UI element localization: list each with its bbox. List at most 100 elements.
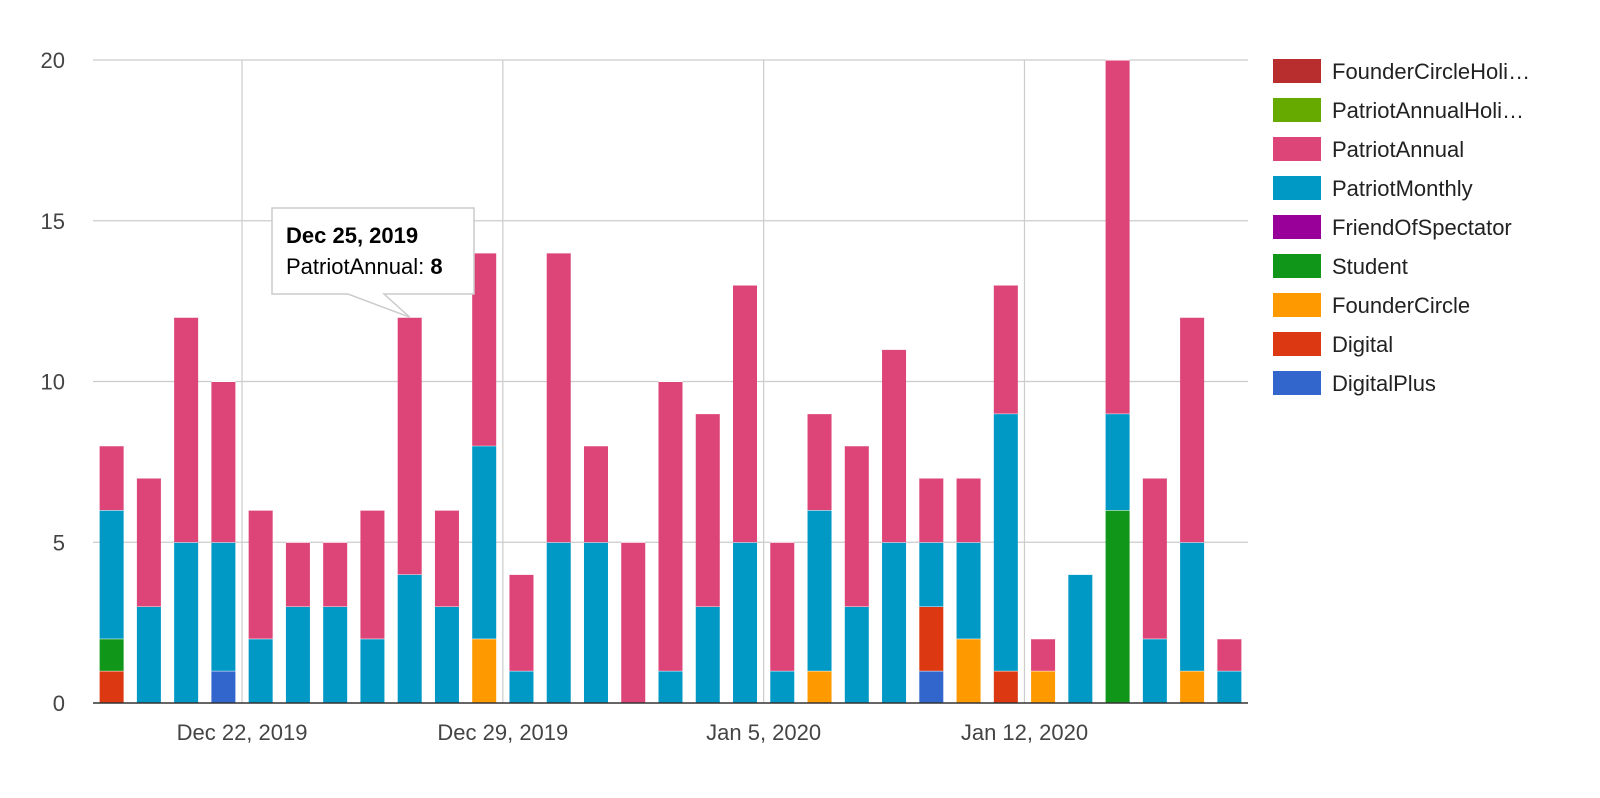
bar-segment[interactable]: Dec 23, 2019 PatriotAnnual: 2 [285,542,310,607]
bar-segment[interactable]: Dec 30, 2019 PatriotAnnual: 9 [546,252,571,543]
bar-segment[interactable]: Dec 21, 2019 PatriotMonthly: 4 [211,542,236,671]
bar-segment[interactable]: Jan 6, 2020 PatriotAnnual: 3 [807,413,832,511]
bar-segment[interactable]: Dec 21, 2019 DigitalPlus: 1 [211,670,236,703]
bar-segment[interactable]: Dec 27, 2019 PatriotMonthly: 3 [434,606,459,703]
legend-label[interactable]: FriendOfSpectator [1332,215,1512,240]
bar-segment[interactable]: Dec 23, 2019 PatriotMonthly: 3 [285,606,310,703]
legend-swatch [1273,98,1321,122]
bar-segment[interactable]: Jan 8, 2020 PatriotMonthly: 5 [882,542,907,703]
bar-segment[interactable]: Dec 19, 2019 PatriotAnnual: 4 [136,477,161,607]
bar-segment[interactable]: Dec 25, 2019 PatriotMonthly: 2 [360,638,385,703]
legend-label[interactable]: PatriotMonthly [1332,176,1473,201]
bar-segment[interactable]: Jan 16, 2020 FounderCircle: 1 [1180,670,1205,703]
bar-segment[interactable]: Dec 31, 2019 PatriotAnnual: 3 [583,445,608,543]
bar-segment[interactable]: Jan 9, 2020 PatriotMonthly: 2 [919,542,944,607]
bar-segment[interactable]: Jan 9, 2020 DigitalPlus: 1 [919,670,944,703]
bar-segment[interactable]: Jan 17, 2020 PatriotMonthly: 1 [1217,670,1242,703]
y-tick-label: 15 [41,209,65,234]
bar-segment[interactable]: Jan 10, 2020 FounderCircle: 2 [956,638,981,703]
bar-segment[interactable]: Dec 22, 2019 PatriotMonthly: 2 [248,638,273,703]
y-tick-label: 0 [53,691,65,716]
bar-segment[interactable]: Jan 5, 2020 PatriotMonthly: 1 [770,670,795,703]
bar-segment[interactable]: Jan 12, 2020 PatriotAnnual: 1 [1031,638,1056,671]
bar-segment[interactable]: Jan 9, 2020 Digital: 2 [919,606,944,671]
bar-segment[interactable]: Dec 31, 2019 PatriotMonthly: 5 [583,542,608,703]
tooltip: Dec 25, 2019 PatriotAnnual: 8 [271,207,475,318]
bar-segment[interactable]: Dec 20, 2019 PatriotMonthly: 5 [174,542,199,703]
bar-segment[interactable]: Dec 29, 2019 PatriotAnnual: 3 [509,574,534,671]
bar-segment[interactable]: Jan 6, 2020 PatriotMonthly: 5 [807,510,832,671]
legend-swatch [1273,293,1321,317]
bar-segment[interactable]: Dec 22, 2019 PatriotAnnual: 4 [248,510,273,639]
x-tick-label: Jan 12, 2020 [961,720,1088,745]
bar-segment[interactable]: Dec 29, 2019 PatriotMonthly: 1 [509,670,534,703]
bar-segment[interactable]: Dec 28, 2019 PatriotAnnual: 6 [472,252,497,446]
bar-segment[interactable]: Dec 18, 2019 Student: 1 [99,638,124,671]
legend-swatch [1273,215,1321,239]
bar-segment[interactable]: Jan 14, 2020 PatriotMonthly: 3 [1105,413,1130,511]
bar-segment[interactable]: Jan 3, 2020 PatriotAnnual: 6 [695,413,720,607]
bar-segment[interactable]: Dec 24, 2019 PatriotMonthly: 3 [323,606,348,703]
tooltip-box [271,207,475,318]
legend-label[interactable]: Student [1332,254,1408,279]
bar-segment[interactable]: Jan 8, 2020 PatriotAnnual: 6 [882,349,907,543]
bar-segment[interactable]: Dec 27, 2019 PatriotAnnual: 3 [434,510,459,607]
bar-segment[interactable]: Jan 4, 2020 PatriotAnnual: 8 [733,285,758,543]
legend-swatch [1273,254,1321,278]
bar-segment[interactable]: Jan 11, 2020 PatriotMonthly: 8 [993,413,1018,671]
bar-segment[interactable]: Dec 19, 2019 PatriotMonthly: 3 [136,606,161,703]
bar-segment[interactable]: Jan 16, 2020 PatriotAnnual: 7 [1180,317,1205,543]
bar-segment[interactable]: Dec 18, 2019 Digital: 1 [99,670,124,703]
bar-segment[interactable]: Jan 17, 2020 PatriotAnnual: 1 [1217,638,1242,671]
bar-segment[interactable]: Jan 14, 2020 PatriotAnnual: 11 [1105,60,1130,414]
bar-segment[interactable]: Jan 9, 2020 PatriotAnnual: 2 [919,477,944,543]
legend-label[interactable]: FounderCircleHoli… [1332,59,1530,84]
legend-swatch [1273,371,1321,395]
bar-segment[interactable]: Jan 14, 2020 Student: 6 [1105,510,1130,703]
bar-segment[interactable]: Jan 7, 2020 PatriotMonthly: 3 [844,606,869,703]
bar-segment[interactable]: Dec 24, 2019 PatriotAnnual: 2 [323,542,348,607]
legend-label[interactable]: DigitalPlus [1332,371,1436,396]
bar-segment[interactable]: Jan 5, 2020 PatriotAnnual: 4 [770,542,795,671]
bar-segment[interactable]: Jan 3, 2020 PatriotMonthly: 3 [695,606,720,703]
legend-label[interactable]: Digital [1332,332,1393,357]
bar-segment[interactable]: Jan 16, 2020 PatriotMonthly: 4 [1180,542,1205,671]
bar-segment[interactable]: Dec 28, 2019 PatriotMonthly: 6 [472,445,497,639]
legend-label[interactable]: FounderCircle [1332,293,1470,318]
y-tick-label: 10 [41,370,65,395]
bar-segment[interactable]: Jan 6, 2020 FounderCircle: 1 [807,670,832,703]
bar-segment[interactable]: Jan 13, 2020 PatriotMonthly: 4 [1068,574,1093,703]
y-tick-label: 5 [53,530,65,555]
legend-label[interactable]: PatriotAnnualHoli… [1332,98,1524,123]
bar-segment[interactable]: Jan 7, 2020 PatriotAnnual: 5 [844,445,869,607]
axes: 0 5 10 15 20 Dec 22, 2019 Dec 29, 2019 Jan 5, 2… [41,48,1248,745]
bar-segment[interactable]: Jan 11, 2020 PatriotAnnual: 4 [993,285,1018,414]
bar-segment[interactable]: Dec 18, 2019 PatriotMonthly: 4 [99,510,124,639]
bar-segment[interactable]: Dec 21, 2019 PatriotAnnual: 5 [211,381,236,543]
legend-label[interactable]: PatriotAnnual [1332,137,1464,162]
bar-segment[interactable]: Jan 4, 2020 PatriotMonthly: 5 [733,542,758,703]
x-tick-label: Dec 22, 2019 [177,720,308,745]
bar-segment[interactable]: Jan 2, 2020 PatriotMonthly: 1 [658,670,683,703]
bar-segment[interactable]: Dec 18, 2019 PatriotAnnual: 2 [99,445,124,511]
bar-segment[interactable]: Dec 28, 2019 FounderCircle: 2 [472,638,497,703]
bar-segment[interactable]: Jan 10, 2020 PatriotAnnual: 2 [956,477,981,543]
bar-segment[interactable]: Jan 1, 2020 PatriotAnnual: 5 [621,542,646,703]
tooltip-title: Dec 25, 2019 [286,223,418,248]
bar-segment[interactable]: Jan 10, 2020 PatriotMonthly: 3 [956,542,981,639]
bar-segment[interactable]: Jan 2, 2020 PatriotAnnual: 9 [658,381,683,671]
bar-segment[interactable]: Jan 15, 2020 PatriotMonthly: 2 [1142,638,1167,703]
bar-segment[interactable]: Dec 30, 2019 PatriotMonthly: 5 [546,542,571,703]
bars: Dec 18, 2019 Digital: 1Dec 18, 2019 Stud… [99,59,1242,703]
bar-segment[interactable]: Dec 20, 2019 PatriotAnnual: 7 [174,317,199,543]
bar-segment[interactable]: Dec 26, 2019 PatriotAnnual: 8 [397,317,422,575]
bar-segment[interactable]: Dec 25, 2019 PatriotAnnual: 4 [360,510,385,639]
bar-segment[interactable]: Jan 11, 2020 Digital: 1 [993,670,1018,703]
bar-segment[interactable]: Jan 15, 2020 PatriotAnnual: 5 [1142,477,1167,639]
legend-swatch [1273,137,1321,161]
bar-segment[interactable]: Jan 12, 2020 FounderCircle: 1 [1031,670,1056,703]
legend-swatch [1273,59,1321,83]
bar-segment[interactable]: Dec 26, 2019 PatriotMonthly: 4 [397,574,422,703]
legend-swatch [1273,332,1321,356]
legend: FounderCircleHoli… PatriotAnnualHoli… Patr… [1273,59,1530,396]
